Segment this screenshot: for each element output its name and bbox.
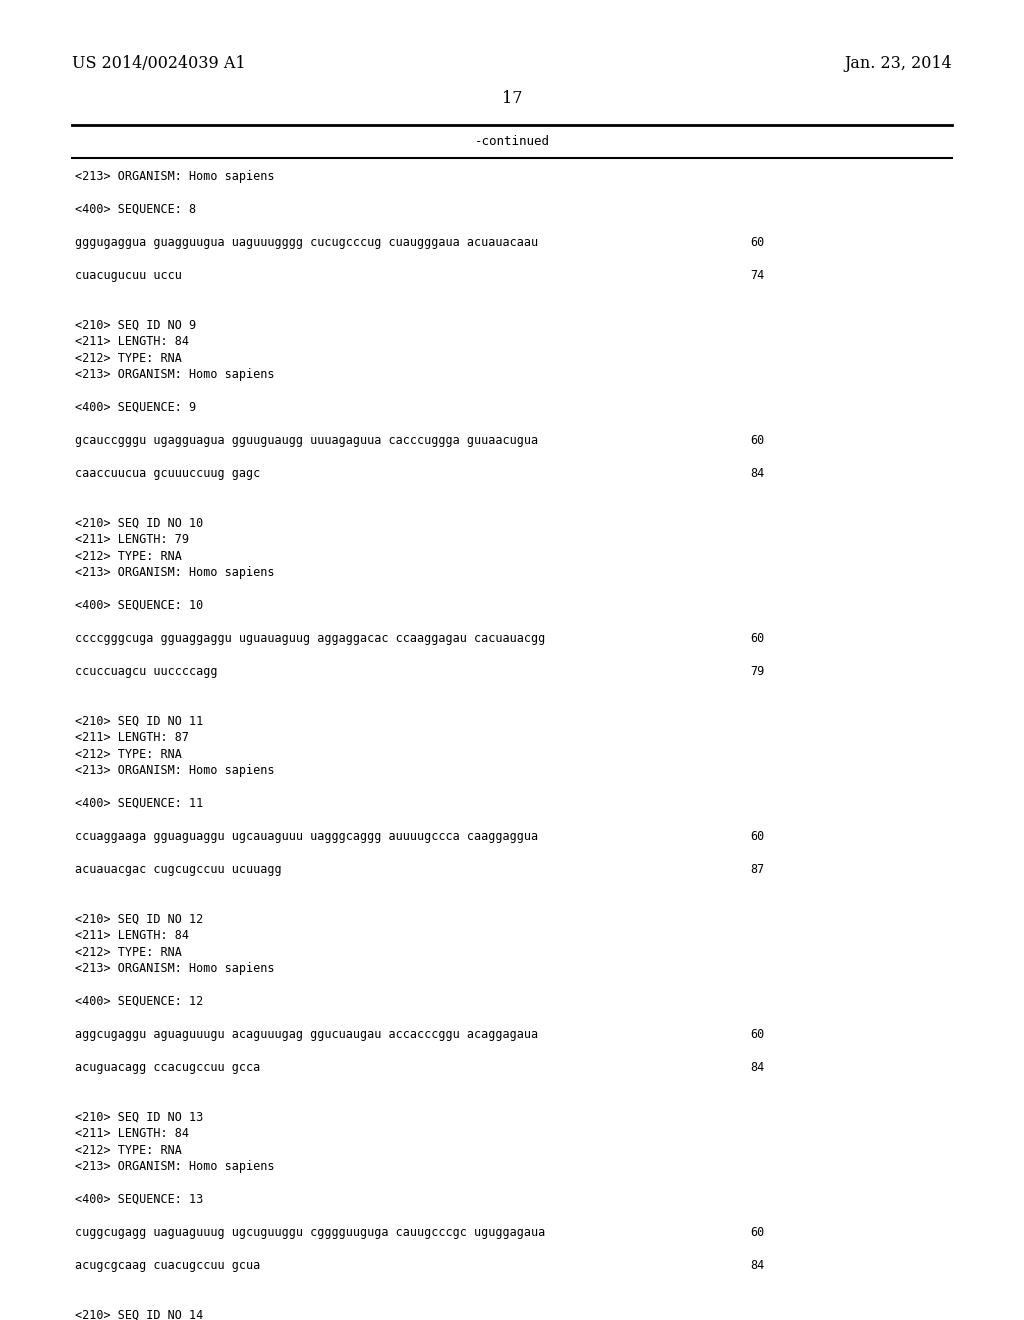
Text: ccuaggaaga gguaguaggu ugcauaguuu uagggcaggg auuuugccca caaggaggua: ccuaggaaga gguaguaggu ugcauaguuu uagggca… [75,830,539,843]
Text: <211> LENGTH: 87: <211> LENGTH: 87 [75,731,189,744]
Text: <213> ORGANISM: Homo sapiens: <213> ORGANISM: Homo sapiens [75,764,274,777]
Text: 60: 60 [750,1028,764,1041]
Text: 60: 60 [750,434,764,447]
Text: <400> SEQUENCE: 8: <400> SEQUENCE: 8 [75,203,197,216]
Text: <400> SEQUENCE: 13: <400> SEQUENCE: 13 [75,1193,203,1206]
Text: <212> TYPE: RNA: <212> TYPE: RNA [75,351,182,364]
Text: acugcgcaag cuacugccuu gcua: acugcgcaag cuacugccuu gcua [75,1259,260,1272]
Text: Jan. 23, 2014: Jan. 23, 2014 [844,55,952,73]
Text: <400> SEQUENCE: 12: <400> SEQUENCE: 12 [75,995,203,1008]
Text: 60: 60 [750,236,764,249]
Text: 60: 60 [750,830,764,843]
Text: 87: 87 [750,863,764,876]
Text: <213> ORGANISM: Homo sapiens: <213> ORGANISM: Homo sapiens [75,962,274,975]
Text: aggcugaggu aguaguuugu acaguuugag ggucuaugau accacccggu acaggagaua: aggcugaggu aguaguuugu acaguuugag ggucuau… [75,1028,539,1041]
Text: 79: 79 [750,665,764,678]
Text: <213> ORGANISM: Homo sapiens: <213> ORGANISM: Homo sapiens [75,566,274,579]
Text: <400> SEQUENCE: 10: <400> SEQUENCE: 10 [75,599,203,612]
Text: <210> SEQ ID NO 9: <210> SEQ ID NO 9 [75,318,197,331]
Text: <210> SEQ ID NO 14: <210> SEQ ID NO 14 [75,1308,203,1320]
Text: acuauacgac cugcugccuu ucuuagg: acuauacgac cugcugccuu ucuuagg [75,863,282,876]
Text: -continued: -continued [474,135,550,148]
Text: <211> LENGTH: 84: <211> LENGTH: 84 [75,1127,189,1140]
Text: gggugaggua guagguugua uaguuugggg cucugcccug cuaugggaua acuauacaau: gggugaggua guagguugua uaguuugggg cucugcc… [75,236,539,249]
Text: <210> SEQ ID NO 10: <210> SEQ ID NO 10 [75,516,203,529]
Text: acuguacagg ccacugccuu gcca: acuguacagg ccacugccuu gcca [75,1061,260,1074]
Text: <213> ORGANISM: Homo sapiens: <213> ORGANISM: Homo sapiens [75,170,274,183]
Text: <212> TYPE: RNA: <212> TYPE: RNA [75,549,182,562]
Text: <211> LENGTH: 84: <211> LENGTH: 84 [75,335,189,348]
Text: <213> ORGANISM: Homo sapiens: <213> ORGANISM: Homo sapiens [75,1160,274,1173]
Text: <400> SEQUENCE: 9: <400> SEQUENCE: 9 [75,401,197,414]
Text: caaccuucua gcuuuccuug gagc: caaccuucua gcuuuccuug gagc [75,467,260,480]
Text: 84: 84 [750,1061,764,1074]
Text: cuggcugagg uaguaguuug ugcuguuggu cgggguuguga cauugcccgc uguggagaua: cuggcugagg uaguaguuug ugcuguuggu cgggguu… [75,1226,545,1239]
Text: 74: 74 [750,269,764,282]
Text: <212> TYPE: RNA: <212> TYPE: RNA [75,945,182,958]
Text: <212> TYPE: RNA: <212> TYPE: RNA [75,1143,182,1156]
Text: <213> ORGANISM: Homo sapiens: <213> ORGANISM: Homo sapiens [75,368,274,381]
Text: <210> SEQ ID NO 13: <210> SEQ ID NO 13 [75,1110,203,1123]
Text: gcauccgggu ugagguagua gguuguaugg uuuagaguua cacccuggga guuaacugua: gcauccgggu ugagguagua gguuguaugg uuuagag… [75,434,539,447]
Text: <212> TYPE: RNA: <212> TYPE: RNA [75,747,182,760]
Text: 60: 60 [750,632,764,645]
Text: 60: 60 [750,1226,764,1239]
Text: <400> SEQUENCE: 11: <400> SEQUENCE: 11 [75,797,203,810]
Text: 17: 17 [502,90,522,107]
Text: <211> LENGTH: 79: <211> LENGTH: 79 [75,533,189,546]
Text: <210> SEQ ID NO 11: <210> SEQ ID NO 11 [75,714,203,727]
Text: 84: 84 [750,467,764,480]
Text: ccuccuagcu uuccccagg: ccuccuagcu uuccccagg [75,665,217,678]
Text: <211> LENGTH: 84: <211> LENGTH: 84 [75,929,189,942]
Text: US 2014/0024039 A1: US 2014/0024039 A1 [72,55,246,73]
Text: 84: 84 [750,1259,764,1272]
Text: ccccgggcuga gguaggaggu uguauaguug aggaggacac ccaaggagau cacuauacgg: ccccgggcuga gguaggaggu uguauaguug aggagg… [75,632,545,645]
Text: <210> SEQ ID NO 12: <210> SEQ ID NO 12 [75,912,203,925]
Text: cuacugucuu uccu: cuacugucuu uccu [75,269,182,282]
